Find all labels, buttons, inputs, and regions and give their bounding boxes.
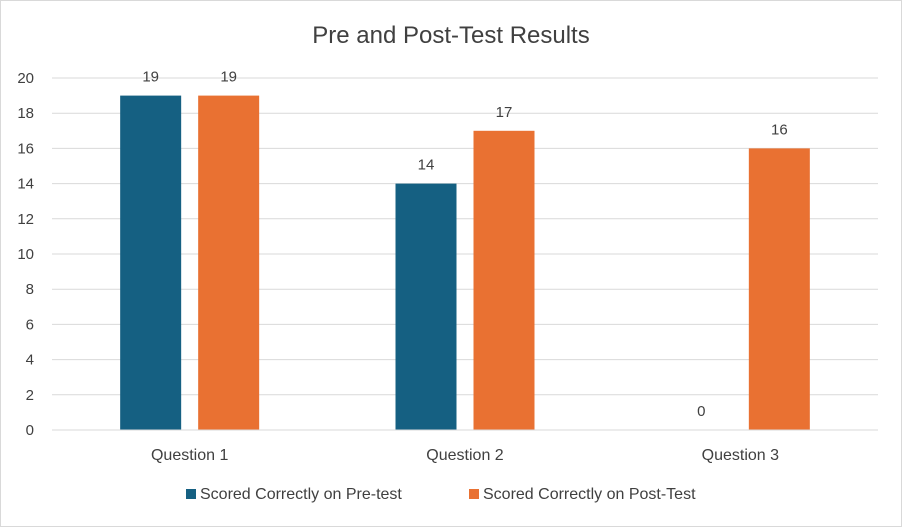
x-category-label: Question 1 <box>151 447 228 464</box>
x-axis-categories: Question 1 Question 2 Question 3 <box>151 447 779 464</box>
legend-label-pre-test: Scored Correctly on Pre-test <box>200 486 402 503</box>
y-axis-ticks: 0 2 4 6 8 10 12 14 16 18 20 <box>17 70 34 439</box>
legend-label-post-test: Scored Correctly on Post-Test <box>483 486 696 503</box>
data-label: 16 <box>771 121 788 138</box>
bar-post-test-q1 <box>198 95 260 430</box>
data-label: 19 <box>220 69 237 86</box>
y-tick-label: 0 <box>26 422 34 439</box>
y-tick-label: 12 <box>17 211 34 228</box>
y-tick-label: 14 <box>17 176 34 193</box>
x-category-label: Question 2 <box>426 447 503 464</box>
y-tick-label: 4 <box>26 352 34 369</box>
y-tick-label: 10 <box>17 246 34 263</box>
y-tick-label: 18 <box>17 105 34 122</box>
bar-post-test-q2 <box>473 130 535 431</box>
y-tick-label: 2 <box>26 387 34 404</box>
bar-pre-test-q1 <box>120 95 182 430</box>
bar-post-test-q3 <box>748 148 810 430</box>
bars <box>52 95 878 431</box>
y-tick-label: 20 <box>17 70 34 87</box>
data-labels: 19 19 14 17 0 16 <box>142 69 787 420</box>
data-label: 19 <box>142 69 159 86</box>
bar-pre-test-q2 <box>395 183 457 430</box>
y-tick-label: 16 <box>17 140 34 157</box>
legend-swatch-pre-test <box>186 489 196 499</box>
legend-swatch-post-test <box>469 489 479 499</box>
legend: Scored Correctly on Pre-test Scored Corr… <box>186 486 696 503</box>
data-label: 17 <box>496 104 513 121</box>
chart-title: Pre and Post-Test Results <box>312 22 589 49</box>
y-tick-label: 6 <box>26 316 34 333</box>
data-label: 14 <box>418 157 435 174</box>
y-tick-label: 8 <box>26 281 34 298</box>
data-label: 0 <box>697 403 705 420</box>
x-category-label: Question 3 <box>702 447 779 464</box>
